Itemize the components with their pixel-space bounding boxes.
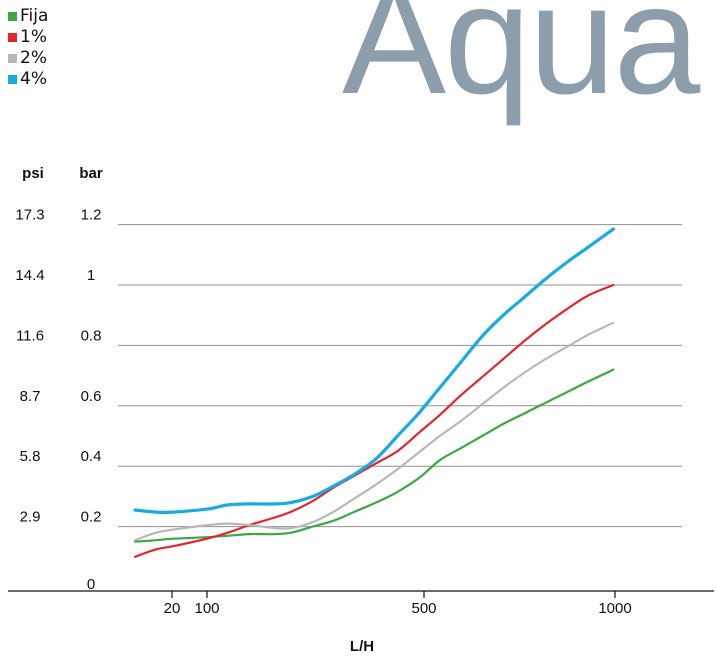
bar-tick-label: 0.2 [81,509,102,526]
series-line-1pct [135,285,613,557]
series-line-fija [135,370,613,542]
x-tick-label: 100 [194,600,219,617]
bar-tick-label: 1 [87,267,95,284]
series-line-4pct [135,229,613,512]
bar-tick-label: 0.4 [81,448,102,465]
bar-axis-header: bar [79,165,103,182]
bar-tick-label: 1.2 [81,207,102,224]
psi-tick-label: 5.8 [20,448,41,465]
psi-tick-label: 17.3 [15,207,44,224]
psi-tick-label: 11.6 [16,327,44,344]
x-tick-label: 500 [411,600,436,617]
psi-tick-label: 2.9 [20,509,41,526]
bar-tick-label: 0.6 [81,388,102,405]
psi-tick-label: 14.4 [15,267,44,284]
bar-tick-label: 0.8 [81,327,102,344]
psi-axis-header: psi [22,165,44,182]
x-axis-title: L/H [350,638,374,655]
psi-tick-label: 8.7 [20,388,41,405]
x-tick-label: 1000 [598,600,631,617]
x-tick-label: 20 [164,600,181,617]
